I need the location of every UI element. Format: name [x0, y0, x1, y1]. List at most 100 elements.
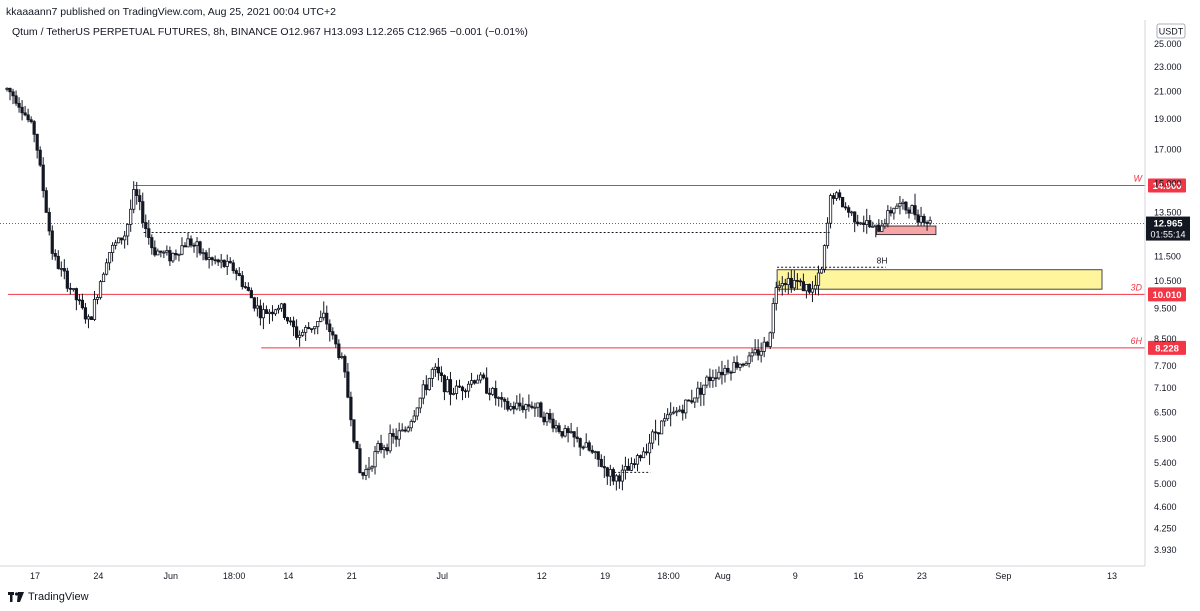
candle-body: [403, 429, 407, 432]
level-tag: 6H: [1130, 336, 1142, 346]
candle: [699, 382, 703, 407]
candle-body: [672, 411, 676, 414]
candle: [801, 273, 806, 292]
candle-body: [479, 374, 483, 381]
price-tick-label: 11.500: [1154, 251, 1181, 261]
candle-body: [569, 431, 573, 434]
currency-badge: [1156, 23, 1186, 39]
candle: [620, 464, 625, 491]
candle-body: [663, 418, 667, 422]
candle: [400, 423, 404, 432]
candle-body: [361, 472, 365, 476]
candle-body: [316, 321, 320, 328]
candle: [551, 412, 555, 433]
candle: [243, 281, 247, 290]
candle: [518, 393, 522, 412]
candle-body: [744, 363, 748, 366]
candle: [35, 133, 39, 159]
candle-body: [328, 323, 332, 333]
candle: [255, 297, 259, 317]
candle: [545, 412, 549, 426]
candle-body: [95, 297, 100, 300]
candle-body: [584, 442, 588, 448]
candle-body: [14, 95, 18, 104]
candle-body: [732, 362, 736, 373]
candle-body: [68, 287, 72, 290]
candle-body: [626, 465, 631, 471]
candle-body: [657, 432, 661, 435]
candle-body: [469, 380, 474, 385]
candle-body: [288, 320, 293, 323]
candle-body: [430, 369, 434, 379]
candle-body: [753, 349, 757, 354]
candle-body: [491, 388, 495, 395]
candle: [385, 443, 389, 455]
candle: [898, 195, 902, 215]
candle-body: [126, 223, 130, 237]
level-price-box: [1148, 340, 1186, 355]
candle-body: [783, 283, 787, 286]
price-tick-label: 10.500: [1154, 276, 1182, 286]
candle-body: [310, 328, 314, 331]
time-tick-label: Aug: [715, 571, 731, 581]
candle-body: [355, 440, 359, 450]
candle-body: [681, 409, 685, 414]
candle: [771, 297, 775, 339]
candle: [53, 249, 57, 261]
candle-body: [174, 252, 178, 256]
candle: [258, 299, 263, 326]
candle: [355, 440, 359, 450]
candle-body: [89, 316, 94, 320]
candle-body: [23, 112, 27, 116]
candle-body: [454, 385, 459, 394]
candle: [587, 440, 591, 452]
candle-body: [904, 201, 908, 211]
candle: [132, 181, 136, 214]
candle: [454, 380, 459, 400]
candle-body: [801, 281, 806, 292]
candle-body: [644, 451, 649, 454]
candle: [488, 387, 492, 401]
candle: [596, 451, 600, 467]
candle-body: [572, 431, 576, 438]
candle: [249, 287, 253, 299]
time-tick-label: 9: [793, 571, 798, 581]
candles-layer: [5, 87, 932, 491]
candle-body: [723, 367, 727, 376]
candle-body: [702, 384, 706, 395]
candle: [925, 220, 929, 231]
candle: [816, 265, 821, 296]
candle-body: [319, 317, 323, 322]
candle: [460, 385, 465, 401]
candle: [307, 322, 311, 330]
candle-body: [813, 284, 818, 290]
candle: [213, 255, 217, 265]
candle: [285, 316, 290, 324]
candle: [189, 235, 193, 248]
candle: [409, 419, 413, 432]
candle: [126, 223, 130, 246]
candle: [153, 240, 157, 257]
candle: [672, 406, 676, 415]
price-tick-label: 4.600: [1154, 502, 1177, 512]
candle: [234, 268, 238, 281]
candle-body: [928, 219, 932, 224]
candle-body: [868, 220, 872, 228]
candle: [80, 293, 85, 310]
candle: [313, 326, 317, 335]
candle: [678, 405, 682, 413]
candle: [563, 424, 567, 438]
candle: [319, 310, 323, 323]
candle-body: [255, 305, 259, 309]
candle-body: [910, 205, 914, 214]
candle: [762, 336, 766, 358]
candle: [442, 374, 447, 401]
candle: [340, 352, 344, 360]
candle: [5, 87, 9, 92]
candle: [219, 254, 223, 269]
candle: [660, 420, 664, 435]
candle: [316, 321, 320, 335]
footer[interactable]: TradingView: [8, 591, 89, 603]
candle: [729, 370, 733, 381]
